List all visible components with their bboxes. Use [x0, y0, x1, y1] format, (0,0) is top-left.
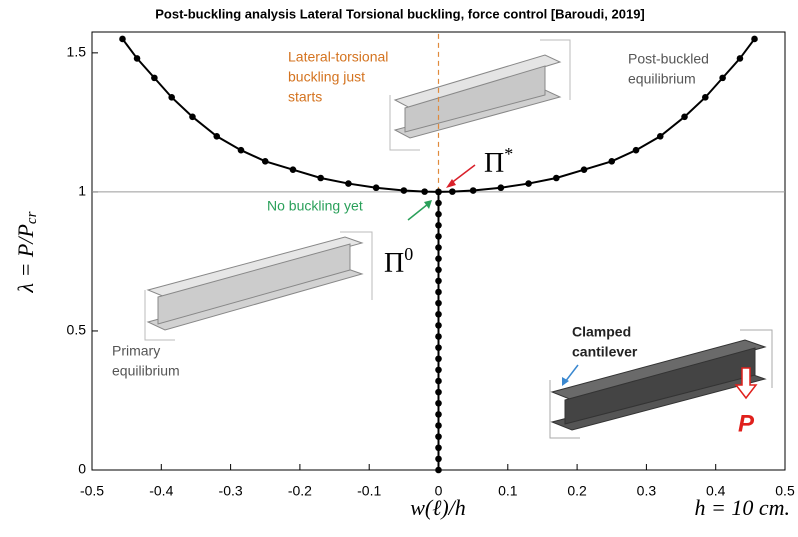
beam-post-buckled	[390, 40, 570, 150]
y-tick-label: 1	[78, 183, 86, 199]
data-point	[702, 94, 709, 101]
data-point	[681, 114, 688, 121]
data-point	[435, 300, 442, 307]
symbol-main: Π	[484, 148, 504, 179]
data-point	[435, 311, 442, 318]
data-point	[435, 378, 442, 385]
data-point	[498, 184, 505, 191]
data-point	[421, 188, 428, 195]
data-point	[751, 36, 758, 43]
data-point	[608, 158, 615, 165]
beam-primary	[145, 232, 372, 340]
data-point	[168, 94, 175, 101]
data-point	[435, 389, 442, 396]
data-point	[435, 456, 442, 463]
annotation: P	[738, 410, 755, 437]
data-point	[345, 180, 352, 187]
note: h = 10 cm.	[695, 495, 791, 520]
data-point	[449, 188, 456, 195]
data-point	[435, 444, 442, 451]
data-point	[435, 211, 442, 218]
data-point	[525, 180, 532, 187]
data-point	[435, 344, 442, 351]
x-tick-label: -0.2	[288, 483, 312, 499]
data-point	[262, 158, 269, 165]
annotation: Primary	[112, 343, 160, 359]
data-point	[238, 147, 245, 154]
annotation: Lateral-torsional	[288, 49, 388, 65]
chart: Post-buckling analysis Lateral Torsional…	[0, 0, 798, 537]
x-tick-label: 0.2	[567, 483, 587, 499]
data-point	[435, 244, 442, 251]
annotation: starts	[288, 89, 322, 105]
data-point	[435, 278, 442, 285]
annotation: equilibrium	[628, 71, 696, 87]
x-tick-label: 0.3	[637, 483, 657, 499]
data-point	[435, 200, 442, 207]
data-point	[435, 333, 442, 340]
data-point	[553, 175, 560, 182]
annotation: equilibrium	[112, 363, 180, 379]
y-axis-label-sub: cr	[24, 211, 40, 224]
data-point	[435, 400, 442, 407]
data-point	[290, 166, 297, 173]
data-point	[435, 189, 442, 196]
symbol-superscript: 0	[404, 244, 413, 264]
data-point	[435, 322, 442, 329]
data-point	[213, 133, 220, 140]
data-point	[435, 222, 442, 229]
symbol-superscript: *	[504, 144, 513, 164]
data-point	[119, 36, 126, 43]
y-tick-label: 0	[78, 461, 86, 477]
y-axis-label: λ = P/Pcr	[13, 211, 40, 293]
data-point	[435, 355, 442, 362]
page: Post-buckling analysis Lateral Torsional…	[0, 0, 798, 537]
data-point	[134, 55, 141, 62]
data-point	[737, 55, 744, 62]
data-point	[719, 75, 726, 82]
annotation: buckling just	[288, 69, 365, 85]
data-point	[435, 255, 442, 262]
y-tick-label: 1.5	[67, 44, 87, 60]
x-axis-label: w(ℓ)/h	[410, 495, 466, 520]
series-line	[122, 39, 438, 192]
chart-title: Post-buckling analysis Lateral Torsional…	[155, 6, 645, 21]
data-point	[435, 467, 442, 474]
data-point	[435, 433, 442, 440]
data-point	[581, 166, 588, 173]
x-tick-label: -0.4	[149, 483, 173, 499]
y-axis-label-main: λ = P/P	[13, 224, 38, 293]
x-tick-label: 0.1	[498, 483, 518, 499]
data-point	[317, 175, 324, 182]
annotation: No buckling yet	[267, 198, 363, 214]
annotation: Post-buckled	[628, 51, 709, 67]
x-tick-label: -0.3	[219, 483, 243, 499]
data-point	[435, 266, 442, 273]
symbol-main: Π	[384, 248, 404, 279]
data-point	[189, 114, 196, 121]
data-point	[633, 147, 640, 154]
data-point	[435, 411, 442, 418]
data-point	[470, 187, 477, 194]
arrows	[408, 165, 578, 386]
data-point	[657, 133, 664, 140]
x-tick-label: -0.5	[80, 483, 104, 499]
data-point	[435, 367, 442, 374]
data-point	[401, 187, 408, 194]
data-point	[435, 289, 442, 296]
data-point	[373, 184, 380, 191]
data-point	[151, 75, 158, 82]
data-point	[435, 233, 442, 240]
x-tick-label: -0.1	[357, 483, 381, 499]
y-tick-label: 0.5	[67, 322, 87, 338]
data-point	[435, 422, 442, 429]
annotation: cantilever	[572, 344, 638, 360]
annotation: Clamped	[572, 324, 631, 340]
